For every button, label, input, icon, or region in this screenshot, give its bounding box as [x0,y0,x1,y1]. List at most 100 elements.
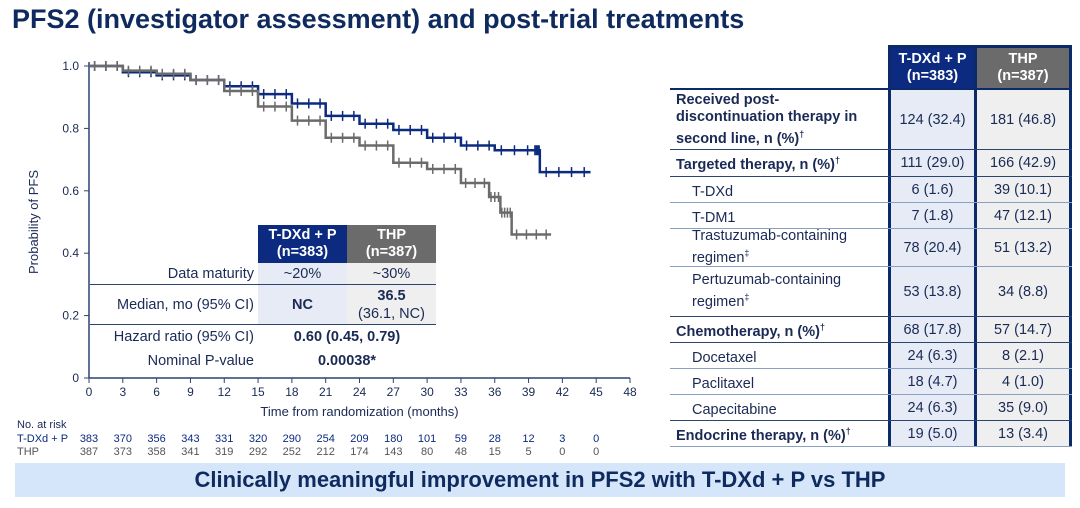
value-thp: 34 (8.8) [977,267,1072,316]
row-label-text: Received post-discontinuation therapy in… [676,91,858,147]
value-thp: 47 (12.1) [977,203,1072,228]
value-tdxd: 53 (13.8) [888,267,977,316]
footnote-mark: † [819,321,825,332]
row-label-text: Docetaxel [692,349,757,366]
at-risk-value: 209 [350,433,369,445]
value-thp: 35 (9.0) [977,395,1072,420]
at-risk-value: 292 [248,446,268,458]
table-row: T-DXd 6 (1.6) 39 (10.1) [670,177,1072,203]
row-label: Received post-discontinuation therapy in… [670,90,888,149]
value-thp: ~30% [347,263,436,284]
row-label-text: Trastuzumab-containing regimen [692,228,848,266]
row-label: T-DM1 [670,203,888,228]
header-line: (n=383) [906,68,959,84]
table-row: Chemotherapy, n (%)† 68 (17.8) 57 (14.7) [670,317,1072,343]
table-header-thp: THP (n=387) [977,45,1072,88]
value-tdxd: 7 (1.8) [888,203,977,228]
table-row: Pertuzumab-containing regimen‡ 53 (13.8)… [670,267,1072,317]
at-risk-value: 356 [147,433,166,445]
row-label: Chemotherapy, n (%)† [670,317,888,342]
at-risk-value: 0 [593,433,600,445]
at-risk-value: 0 [559,446,566,458]
y-tick-label: 0.8 [62,121,79,135]
x-tick-label: 36 [488,385,502,399]
table-row: Docetaxel 24 (6.3) 8 (2.1) [670,343,1072,369]
value-tdxd: 6 (1.6) [888,177,977,202]
post-trial-treatments-table: T-DXd + P (n=383) THP (n=387) Received pos… [670,45,1072,447]
value-thp: 36.5 [377,288,406,304]
hazard-ratio: 0.60 (0.45, 0.79) [293,329,401,345]
row-label: Data maturity [167,265,254,282]
header-line: (n=383) [276,244,329,260]
x-tick-label: 48 [623,385,637,399]
x-tick-label: 45 [590,385,604,399]
row-label: Nominal P-value [147,353,254,369]
y-tick-label: 1.0 [62,59,79,73]
table-row: Received post-discontinuation therapy in… [670,90,1072,150]
row-label-text: Endocrine therapy, n (%) [676,427,846,444]
at-risk-title: No. at risk [17,419,67,431]
value-thp-ci: (36.1, NC) [358,306,425,322]
value-thp: 51 (13.2) [977,229,1072,266]
row-label-text: Paclitaxel [692,375,755,392]
row-label-text: Targeted therapy, n (%) [676,156,835,173]
at-risk-value: 373 [113,446,132,458]
row-label: Docetaxel [670,343,888,368]
inset-header-thp: THP (n=387) [347,225,436,263]
value-thp: 166 (42.9) [977,150,1072,176]
at-risk-value: 101 [417,433,437,445]
header-line: THP [1008,51,1038,67]
x-tick-label: 9 [187,385,194,399]
at-risk-value: 252 [282,446,302,458]
km-curve-thp [89,64,552,236]
at-risk-value: 383 [79,433,99,445]
p-value: 0.00038* [317,353,377,369]
value-tdxd: ~20% [258,263,347,284]
row-label: Targeted therapy, n (%)† [670,150,888,176]
km-curve-tdxd [89,64,591,174]
header-line: (n=387) [997,68,1049,84]
at-risk-value: 59 [454,433,468,445]
value-tdxd: 19 (5.0) [888,421,977,446]
row-label-text: T-DXd [692,183,734,200]
at-risk-value: 387 [79,446,99,458]
inset-row-median: Median, mo (95% CI) NC 36.5 (36.1, NC) [90,285,436,325]
at-risk-value: 343 [181,433,200,445]
y-tick-label: 0.2 [62,309,79,323]
table-row: Targeted therapy, n (%)† 111 (29.0) 166 … [670,150,1072,177]
inset-header-tdxd: T-DXd + P (n=383) [258,225,347,263]
at-risk-value: 290 [282,433,302,445]
at-risk-value: 174 [350,446,369,458]
conclusion-banner: Clinically meaningful improvement in PFS… [15,463,1065,497]
inset-row-hr: Hazard ratio (95% CI) 0.60 (0.45, 0.79) [90,325,436,349]
header-line: T-DXd + P [898,51,967,67]
x-tick-label: 21 [319,385,333,399]
row-label-text: Pertuzumab-containing regimen [692,272,842,310]
value-tdxd: 24 (6.3) [888,343,977,368]
table-row: Trastuzumab-containing regimen‡ 78 (20.4… [670,228,1072,267]
value-thp: 8 (2.1) [977,343,1072,368]
at-risk-value: 358 [147,446,166,458]
inset-summary-table: T-DXd + P (n=383) THP (n=387) Data maturit… [90,225,436,373]
x-axis-label: Time from randomization (months) [260,404,458,419]
at-risk-value: 12 [522,433,535,445]
x-tick-label: 15 [251,385,265,399]
km-chart: 0 3 6 9 12 15 18 21 24 27 30 33 36 39 42 45 4800.20.40.6… [26,59,637,419]
value-thp: 57 (14.7) [977,317,1072,342]
at-risk-value: 370 [113,433,132,445]
at-risk-value: 320 [248,433,268,445]
at-risk-value: 341 [181,446,200,458]
value-tdxd: 24 (6.3) [888,395,977,420]
row-label: Median, mo (95% CI) [117,296,254,313]
table-row: Endocrine therapy, n (%)† 19 (5.0) 13 (3… [670,421,1072,447]
x-tick-label: 39 [522,385,536,399]
at-risk-label: THP [17,446,39,458]
x-tick-label: 12 [218,385,232,399]
at-risk-value: 5 [525,446,532,458]
at-risk-value: 254 [316,433,335,445]
row-label: T-DXd [670,177,888,202]
header-line: THP [377,227,406,243]
row-label: Capecitabine [670,395,888,420]
y-tick-label: 0.4 [62,246,79,260]
row-label-text: Chemotherapy, n (%) [676,323,820,340]
